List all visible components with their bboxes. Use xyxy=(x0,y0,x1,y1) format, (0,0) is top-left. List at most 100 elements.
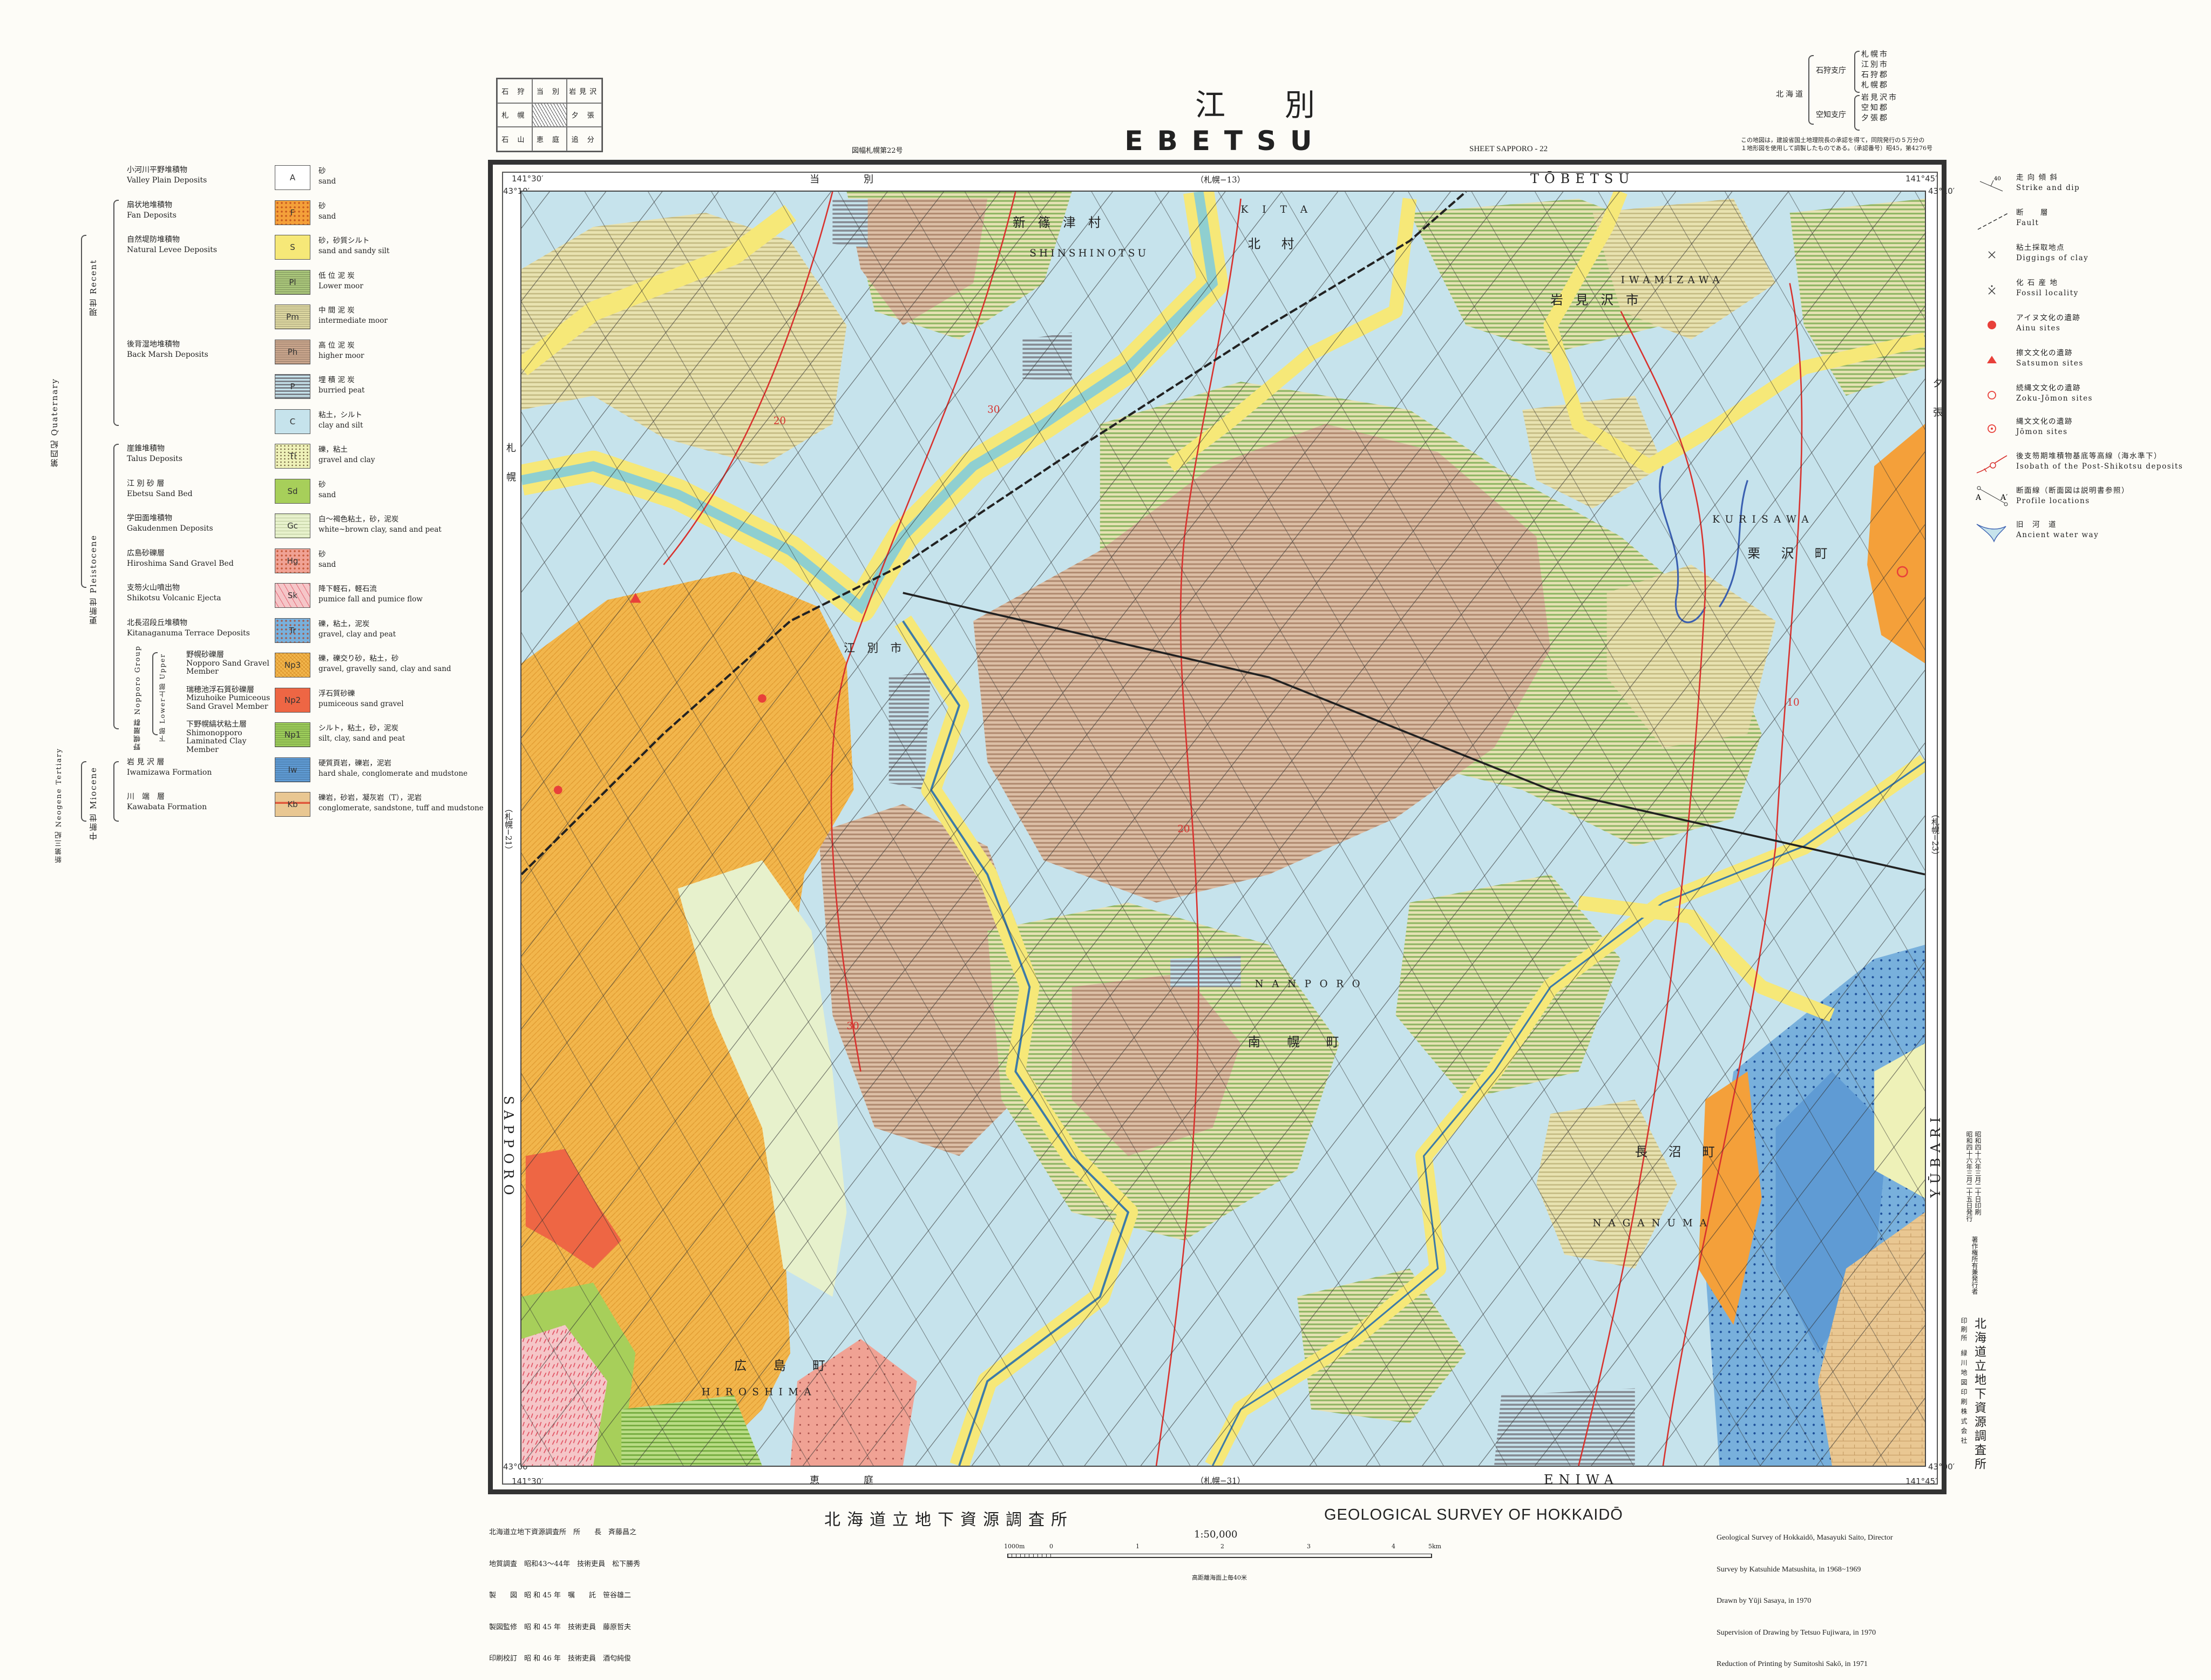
symbol-label-ja: 断 層 xyxy=(2016,208,2049,217)
admin-unit: 空知郡 xyxy=(1861,104,1889,112)
symbol-row: 40 走 向 傾 斜 Strike and dip xyxy=(1976,173,2202,205)
edge-right-ja: 夕 張 xyxy=(1931,378,1943,417)
road-line xyxy=(584,192,1317,1466)
unit-natural-levee xyxy=(1543,192,1925,473)
road-grid xyxy=(521,192,1925,1466)
symbol-label-en: Isobath of the Post-Shikotsu deposits xyxy=(2016,462,2183,471)
scale-tick: 5km xyxy=(1428,1543,1442,1550)
road-line xyxy=(521,192,775,520)
staff-line: 印刷校訂 昭 和 46 年 技術吏員 酒匂純俊 xyxy=(489,1655,631,1663)
unit-lithology: 砂，砂質シルト sand and sandy silt xyxy=(318,236,390,256)
unit-name: 北長沼段丘堆積物 Kitanaganuma Terrace Deposits xyxy=(127,618,250,639)
symbol-label-ja: 縄文文化の遺跡 xyxy=(2016,417,2073,426)
isobath-line xyxy=(1155,198,1242,1466)
road-line xyxy=(1140,451,1925,1466)
admin-unit: 札幌郡 xyxy=(1861,81,1889,90)
legend-row-kb: 川 端 層 Kawabata Formation Kb 礫岩，砂岩，凝灰岩（T），泥岩… xyxy=(0,792,486,824)
place-label-ja: 新 篠 津 村 xyxy=(1013,215,1105,230)
unit-swatch: Pm xyxy=(275,304,310,329)
scale-bar: 1000m 0 1 2 3 4 5km xyxy=(1004,1543,1442,1567)
lithology-ja: 砂 xyxy=(318,480,326,489)
lithology-en: gravel and clay xyxy=(318,456,375,464)
credit-line: Reduction of Printing by Sumitoshi Sakō,… xyxy=(1717,1660,1868,1668)
road-line xyxy=(1471,192,1925,981)
credit-line: Supervision of Drawing by Tetsuo Fujiwar… xyxy=(1717,1628,1876,1637)
unit-name-ja: 自然堤防堆積物 xyxy=(127,235,180,244)
index-cell: 追 分 xyxy=(567,127,602,151)
place-label-en: HIROSHIMA xyxy=(702,1387,817,1398)
unit-lithology: 低 位 泥 炭 Lower moor xyxy=(318,271,363,292)
geologic-map[interactable]: 新 篠 津 村 SHINSHINOTSU 北 村 KITA 岩 見 沢 市 IW… xyxy=(520,191,1926,1467)
unit-code: Pl xyxy=(289,277,296,287)
sheet-label: SHEET SAPPORO - 22 xyxy=(1469,145,1548,153)
unit-name-ja: 瑞穂池浮石質砂礫層 xyxy=(186,685,254,694)
legend-row-gc: 学田面堆積物 Gakudenmen Deposits Gc 白〜褐色粘土，砂，泥炭 wh… xyxy=(0,513,486,546)
unit-name: 小河川平野堆積物 Valley Plain Deposits xyxy=(127,165,207,186)
unit-name-en: Kitanaganuma Terrace Deposits xyxy=(127,628,250,638)
symbol-label-ja: 続縄文文化の遺跡 xyxy=(2016,384,2081,392)
unit-lithology: 降下軽石，軽石流 pumice fall and pumice flow xyxy=(318,584,423,605)
edge-top-sheet: （札幌−13） xyxy=(1196,175,1245,185)
bracket-quaternary xyxy=(81,235,86,588)
legend-row-f: 扇状地堆積物 Fan Deposits F 砂 sand xyxy=(0,200,486,233)
unit-lithology: 硬質頁岩，礫岩，泥岩 hard shale, conglomerate and m… xyxy=(318,758,467,779)
bracket-pleistocene xyxy=(113,444,119,729)
edge-left-sheet: （札幌−21） xyxy=(504,804,513,854)
road-line xyxy=(1218,192,1925,1422)
bracket-miocene xyxy=(113,761,119,822)
print-date: 昭和四十六年三月二十日印刷 xyxy=(1974,1131,1982,1215)
unit-buried-peat xyxy=(1022,332,1072,382)
unit-fan-deposits xyxy=(1867,424,1925,663)
sheet-index-grid: 石 狩 当 別 岩見沢 札 幌 夕 張 石 山 恵 庭 追 分 xyxy=(496,78,603,152)
symbol-label-ja: 粘土採取地点 xyxy=(2016,243,2065,252)
symbol-label: 後支笏期堆積物基底等高線（海水準下） Isobath of the Post-Sh… xyxy=(2016,451,2183,472)
road-line xyxy=(521,632,1001,1466)
edge-right-en: YŪBARI xyxy=(1928,1112,1943,1198)
unit-name: 崖錐堆積物 Talus Deposits xyxy=(127,444,182,464)
publisher-label: 著作権所有兼発行者 xyxy=(1971,1236,1978,1295)
admin-unit: 岩見沢市 xyxy=(1861,93,1898,102)
unit-intermediate-moor xyxy=(521,213,847,466)
prefecture: 北海道 xyxy=(1776,90,1805,99)
symbol-label: 粘土採取地点 Diggings of clay xyxy=(2016,243,2088,263)
symbol-label-ja: 走 向 傾 斜 xyxy=(2016,173,2058,182)
road-line xyxy=(521,742,937,1466)
road-line xyxy=(521,192,1282,1175)
unit-name-en: Mizuhoike Pumiceous Sand Gravel Member xyxy=(186,694,270,711)
printer-label: 印刷所 xyxy=(1960,1317,1968,1343)
unit-intermediate-moor xyxy=(1522,396,1663,509)
bracket-neogene xyxy=(81,761,86,822)
road-line xyxy=(521,192,1226,1102)
unit-lithology: 中 間 泥 炭 intermediate moor xyxy=(318,306,388,326)
unit-code: C xyxy=(289,416,296,426)
unit-code: Ph xyxy=(287,347,298,357)
legend-row-sd: 江 別 砂 層 Ebetsu Sand Bed Sd 砂 sand xyxy=(0,478,486,511)
place-label-en: KITA xyxy=(1241,204,1322,215)
symbol-row: 続縄文文化の遺跡 Zoku-Jōmon sites xyxy=(1976,383,2202,416)
unit-code: Iw xyxy=(288,764,297,775)
legend-row-a: 小河川平野堆積物 Valley Plain Deposits A 砂 sand xyxy=(0,165,486,198)
unit-name: 自然堤防堆積物 Natural Levee Deposits xyxy=(127,235,217,255)
jomon-site-icon xyxy=(1976,417,2008,441)
lithology-en: sand and sandy silt xyxy=(318,247,390,255)
english-credits: Geological Survey of Hokkaidō, Masayuki … xyxy=(1717,1512,1893,1680)
unit-shimonopporo-clay xyxy=(621,1395,762,1466)
index-cell: 札 幌 xyxy=(497,103,532,127)
unit-name-ja: 川 端 層 xyxy=(127,792,165,801)
road-line xyxy=(1155,192,1888,1466)
road-line xyxy=(521,192,1254,1466)
lithology-en: sand xyxy=(318,490,336,499)
unit-lithology: 白〜褐色粘土，砂，泥炭 white~brown clay, sand and pe… xyxy=(318,514,442,535)
road-line xyxy=(774,192,1507,1466)
unit-code: Kb xyxy=(287,800,298,809)
unit-swatch: Kb xyxy=(275,792,310,817)
edge-left-ja: 札 幌 xyxy=(505,443,516,482)
edge-top-ja: 当 別 xyxy=(810,174,874,185)
admin-unit: 夕張郡 xyxy=(1861,114,1889,123)
ancient-waterway xyxy=(1659,466,1706,624)
map-scale: 1:50,000 xyxy=(1194,1529,1238,1540)
coord-lon-east-top: 141°45′ xyxy=(1905,174,1937,184)
unit-talus-deposits xyxy=(1874,1043,1925,1198)
lithology-ja: 礫，粘土 xyxy=(318,445,348,454)
lithology-en: higher moor xyxy=(318,351,364,360)
